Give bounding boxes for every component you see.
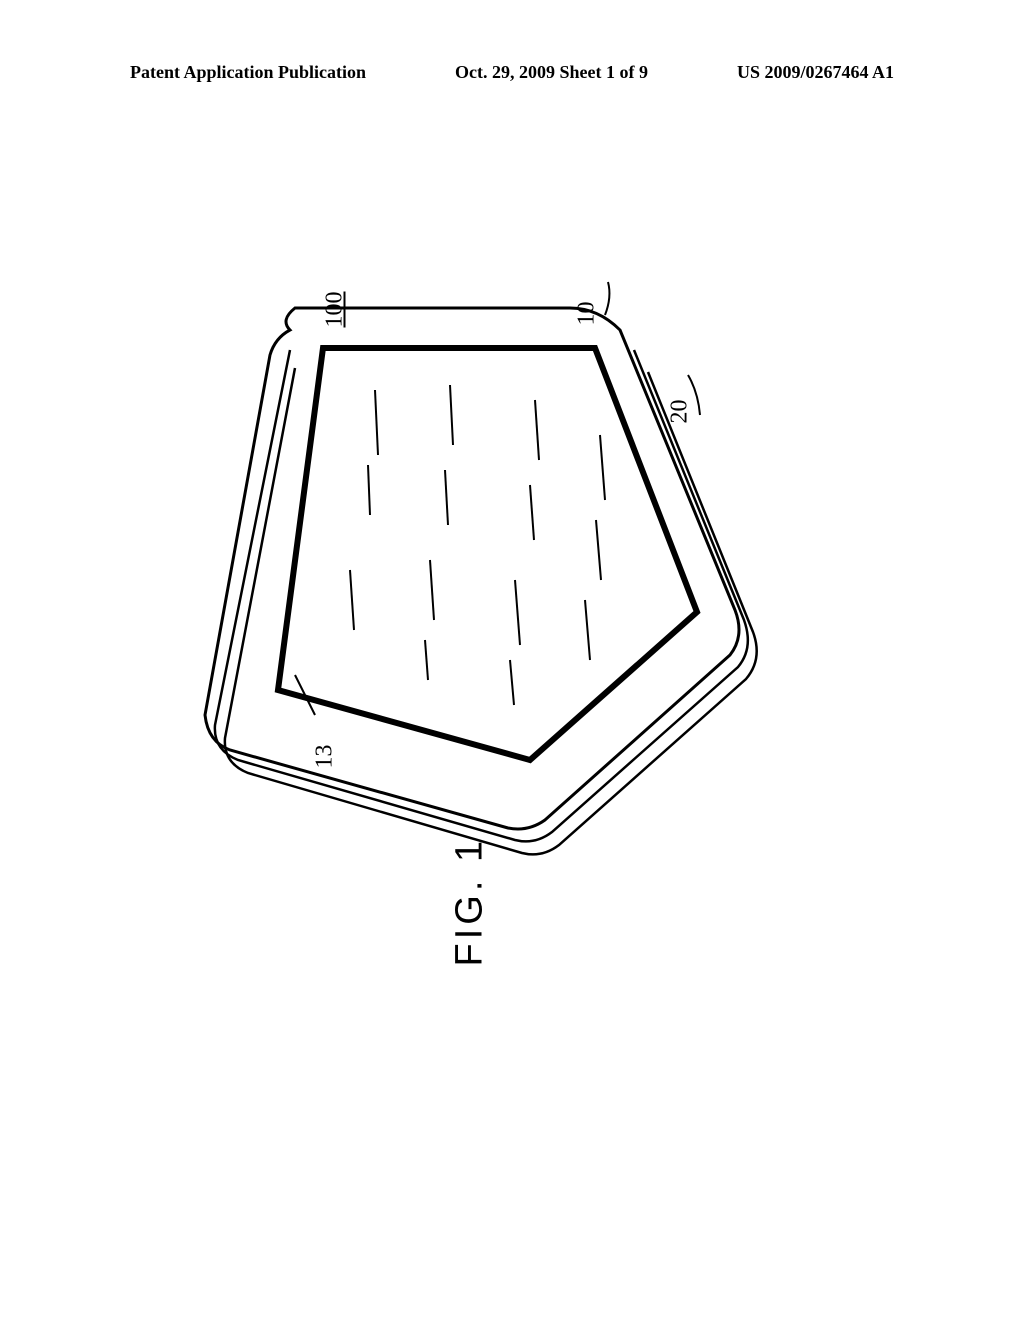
ref-label-10: 10 (574, 302, 601, 326)
figure-caption: FIG. 1 (449, 837, 492, 967)
ref-label-100: 100 (322, 292, 349, 328)
header-publication: Patent Application Publication (130, 62, 366, 83)
header-date-sheet: Oct. 29, 2009 Sheet 1 of 9 (455, 62, 648, 83)
header-patent-number: US 2009/0267464 A1 (737, 62, 894, 83)
device-diagram (140, 260, 760, 880)
ref-label-20: 20 (667, 400, 694, 424)
ref-label-13: 13 (312, 745, 339, 769)
patent-figure (140, 260, 760, 880)
